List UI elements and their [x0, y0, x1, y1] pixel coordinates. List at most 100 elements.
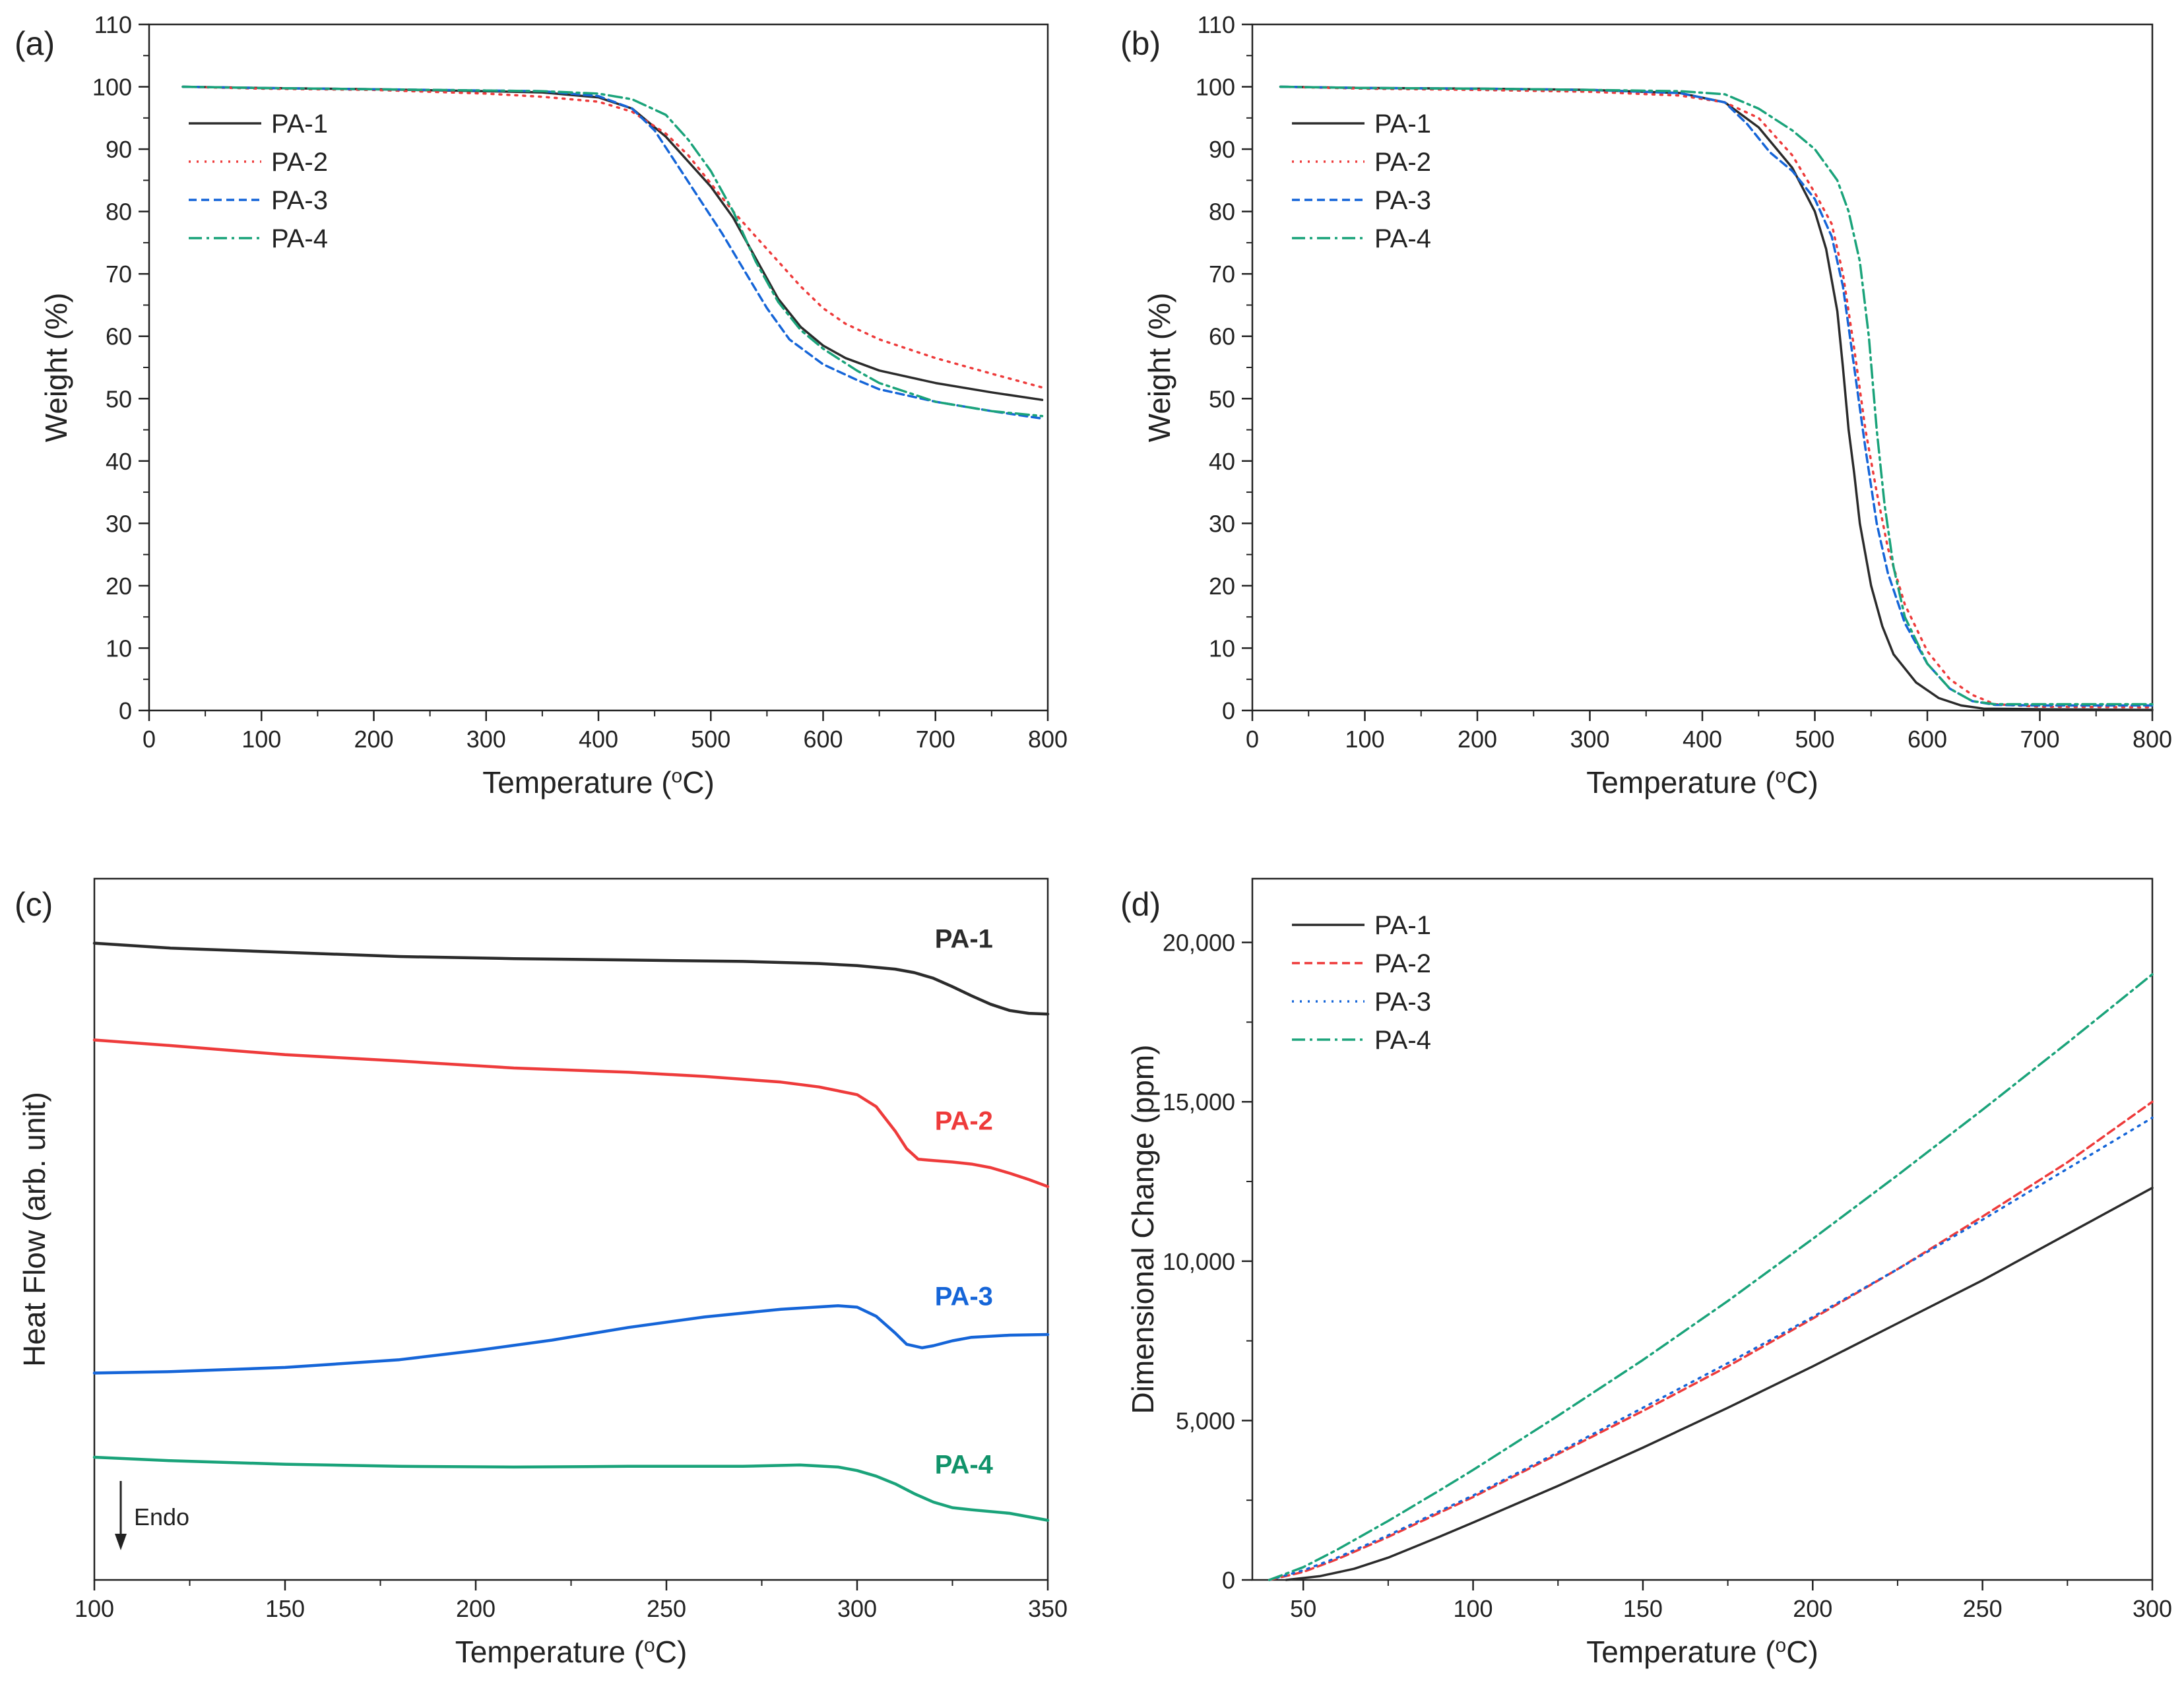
panel-a-xtick-label: 0	[143, 726, 156, 753]
panel-c-frame	[93, 877, 1049, 1581]
panel-b-ytick-label: 50	[1209, 385, 1235, 412]
panel-a-xtick-label: 500	[691, 726, 730, 753]
panel-d-legend-label-pa-3: PA-3	[1374, 988, 1431, 1017]
panel-a-ytick-label: 0	[119, 697, 132, 724]
panel-d-series-pa-4	[1268, 973, 2154, 1581]
panel-b-ytick-label: 40	[1209, 448, 1235, 475]
panel-b-xtick-label: 700	[2020, 726, 2059, 753]
panel-c-endo-label: Endo	[134, 1503, 189, 1530]
panel-a: (a) 0 100 200 300 400 500 600 700 800 0 10 20 30 40 50 6…	[15, 11, 1068, 800]
panel-b-xlabel: Temperature (oC)	[1586, 765, 1818, 800]
panel-b-xtick-label: 200	[1458, 726, 1497, 753]
panel-a-xtick-label: 400	[579, 726, 618, 753]
panel-a-series-pa-2	[181, 85, 1044, 389]
panel-d: (d) 50 100 150 200 250 300 0 5,000 10,000 15,000 20…	[1120, 877, 2172, 1670]
panel-a-xtick-label: 300	[466, 726, 506, 753]
panel-b-ytick-label: 30	[1209, 510, 1235, 537]
panel-a-legend-label-pa-4: PA-4	[271, 224, 328, 253]
panel-d-series-pa-2	[1268, 1100, 2154, 1581]
panel-d-frame	[1251, 877, 2154, 1581]
panel-c-series-pa-2	[92, 1038, 1050, 1188]
panel-d-xlabel: Temperature (oC)	[1586, 1635, 1818, 1670]
panel-c-xtick-label: 100	[75, 1595, 114, 1622]
panel-a-series-pa-4	[181, 85, 1044, 418]
panel-b-legend-label-pa-1: PA-1	[1374, 110, 1431, 139]
panel-d-series-pa-3	[1268, 1116, 2154, 1581]
panel-b-series-pa-2	[1279, 85, 2154, 709]
panel-a-ytick-label: 30	[106, 510, 132, 537]
panel-d-xtick-label: 150	[1623, 1595, 1663, 1622]
panel-d-ylabel: Dimensional Change (ppm)	[1126, 1045, 1160, 1414]
panel-b-label: (b)	[1120, 25, 1161, 62]
panel-d-ytick-label: 20,000	[1163, 929, 1235, 957]
panel-b-xtick-label: 800	[2133, 726, 2172, 753]
panel-c-series-label-pa-1: PA-1	[935, 924, 993, 953]
panel-c-xtick-label: 200	[456, 1595, 496, 1622]
panel-c-endo-arrow-head	[115, 1534, 127, 1550]
panel-c-series-pa-4	[92, 1455, 1050, 1522]
panel-b-ytick-label: 60	[1209, 323, 1235, 350]
panel-a-ytick-label: 80	[106, 199, 132, 226]
panel-c-series-label-pa-3: PA-3	[935, 1282, 993, 1311]
panel-b: (b) 0 100 200 300 400 500 600 700 800 0 10 20 30 40 50 6…	[1120, 11, 2172, 800]
panel-d-xtick-label: 300	[2133, 1595, 2172, 1622]
panel-d-xtick-label: 200	[1793, 1595, 1832, 1622]
panel-b-xtick-label: 400	[1683, 726, 1722, 753]
panel-d-legend-label-pa-4: PA-4	[1374, 1026, 1431, 1055]
panel-d-ytick-label: 0	[1222, 1567, 1235, 1594]
panel-b-xtick-label: 0	[1246, 726, 1259, 753]
panel-c: (c) 100 150 200 250 300 350 Temperature (oC) Hea…	[15, 877, 1068, 1670]
panel-a-xtick-label: 600	[803, 726, 843, 753]
panel-d-ytick-label: 10,000	[1163, 1248, 1235, 1275]
panel-c-label: (c)	[15, 886, 53, 923]
panel-d-xtick-label: 50	[1290, 1595, 1316, 1622]
panel-b-ytick-label: 70	[1209, 261, 1235, 288]
panel-c-series-pa-3	[92, 1304, 1050, 1375]
panel-c-xtick-label: 300	[837, 1595, 877, 1622]
panel-c-series-pa-1	[92, 941, 1050, 1016]
panel-b-legend-label-pa-4: PA-4	[1374, 224, 1431, 253]
panel-a-ytick-label: 40	[106, 448, 132, 475]
panel-a-xtick-label: 800	[1028, 726, 1068, 753]
panel-a-xlabel: Temperature (oC)	[482, 765, 715, 800]
panel-b-legend-label-pa-3: PA-3	[1374, 186, 1431, 215]
panel-a-ytick-label: 50	[106, 385, 132, 412]
panel-c-ylabel: Heat Flow (arb. unit)	[17, 1092, 51, 1367]
panel-d-xtick-label: 100	[1454, 1595, 1493, 1622]
panel-a-ytick-label: 110	[94, 11, 132, 38]
panel-a-ytick-label: 90	[106, 136, 132, 163]
panel-d-ytick-label: 5,000	[1176, 1407, 1235, 1434]
panel-c-series-label-pa-4: PA-4	[935, 1451, 994, 1480]
panel-d-label: (d)	[1120, 886, 1161, 923]
panel-b-ytick-label: 100	[1196, 74, 1235, 101]
panel-b-ytick-label: 20	[1209, 573, 1235, 600]
panel-b-ytick-label: 90	[1209, 136, 1235, 163]
panel-b-ytick-label: 0	[1222, 697, 1235, 724]
panel-d-legend-label-pa-1: PA-1	[1374, 911, 1431, 940]
panel-b-ytick-label: 10	[1209, 635, 1235, 662]
panel-b-ytick-label: 80	[1209, 199, 1235, 226]
panel-b-series-pa-4	[1279, 85, 2154, 706]
panel-c-xtick-label: 250	[647, 1595, 686, 1622]
panel-c-xtick-label: 150	[265, 1595, 305, 1622]
panel-d-legend-label-pa-2: PA-2	[1374, 949, 1431, 978]
panel-b-series-pa-1	[1279, 85, 2154, 711]
panel-a-legend-label-pa-2: PA-2	[271, 148, 328, 177]
panel-c-xtick-label: 350	[1028, 1595, 1068, 1622]
panel-a-xtick-label: 100	[241, 726, 281, 753]
panel-b-xtick-label: 500	[1795, 726, 1834, 753]
panel-b-ytick-label: 110	[1198, 11, 1235, 38]
panel-c-xlabel: Temperature (oC)	[455, 1635, 688, 1670]
panel-a-xtick-label: 700	[916, 726, 955, 753]
panel-a-ytick-label: 20	[106, 573, 132, 600]
panel-b-xtick-label: 300	[1570, 726, 1609, 753]
panel-a-ytick-label: 70	[106, 261, 132, 288]
panel-a-legend-label-pa-3: PA-3	[271, 186, 328, 215]
panel-d-xtick-label: 250	[1963, 1595, 2003, 1622]
panel-b-legend-label-pa-2: PA-2	[1374, 148, 1431, 177]
panel-a-ytick-label: 60	[106, 323, 132, 350]
panel-b-xtick-label: 600	[1908, 726, 1947, 753]
panel-a-legend-label-pa-1: PA-1	[271, 110, 328, 139]
panel-a-ytick-label: 10	[106, 635, 132, 662]
